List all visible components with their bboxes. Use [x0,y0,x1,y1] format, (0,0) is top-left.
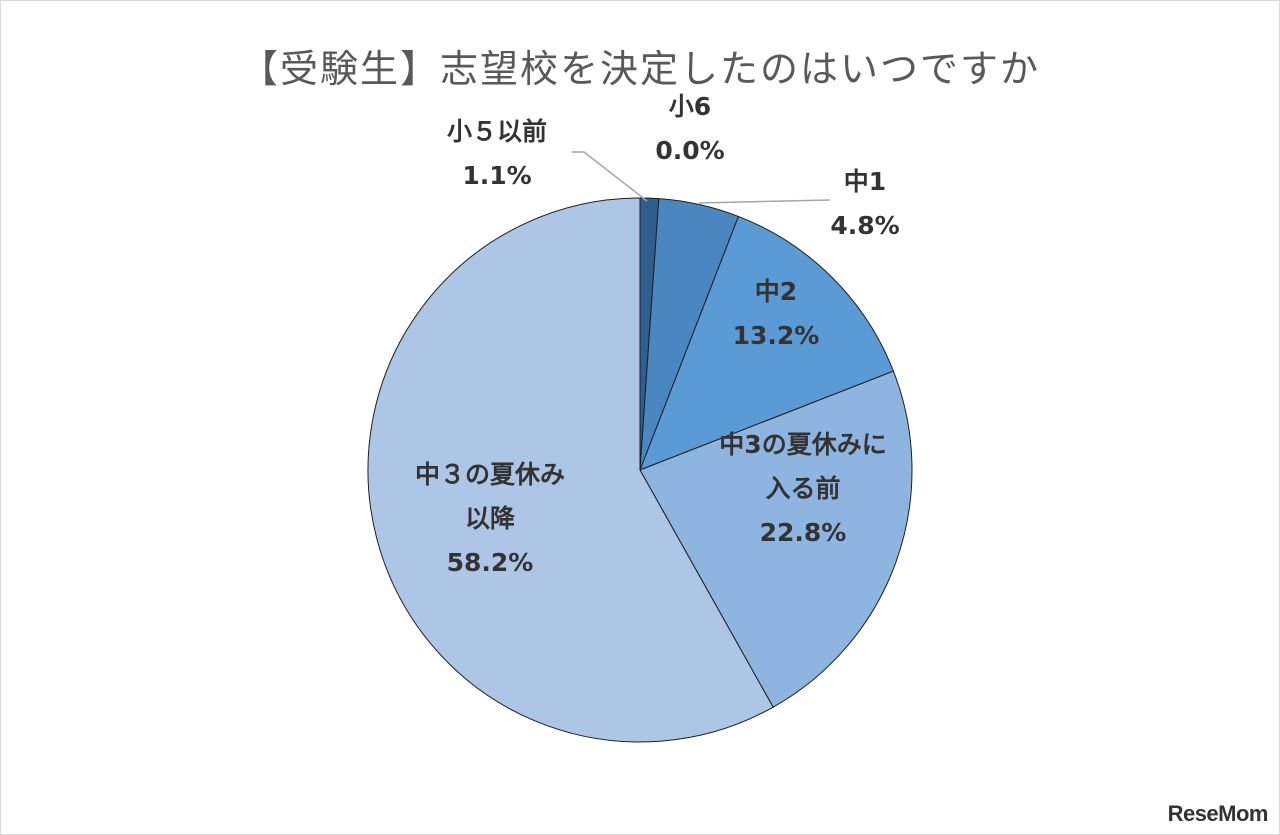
slice-category-label-1: 小6 [669,92,711,121]
pie-slice-3 [639,215,895,471]
slice-value-label-2: 4.8% [830,211,899,240]
slice-category-label-4: 入る前 [765,474,840,503]
slice-category-label-2: 中1 [844,167,886,196]
slice-value-label-3: 13.2% [733,321,820,350]
slice-value-label-1: 0.0% [655,136,724,165]
slice-value-label-5: 58.2% [447,548,534,577]
pie-slice-4 [639,370,913,708]
slice-value-label-4: 22.8% [760,518,847,547]
slice-category-label-0: 小５以前 [447,117,547,146]
slice-value-label-0: 1.1% [462,161,531,190]
slice-category-label-3: 中2 [755,277,797,306]
slice-category-label-5: 中３の夏休み [415,460,565,489]
leader-line-2 [698,199,831,204]
leader-lines [572,151,831,204]
pie-slices [367,197,913,743]
slice-category-label-4: 中3の夏休みに [719,430,886,459]
leader-line-0 [572,151,648,202]
chart-title: 【受験生】志望校を決定したのはいつですか [239,47,1040,91]
pie-slice-5 [367,197,774,743]
resemom-logo: ReseMom [1167,801,1269,826]
slice-category-label-5: 以降 [465,504,516,533]
